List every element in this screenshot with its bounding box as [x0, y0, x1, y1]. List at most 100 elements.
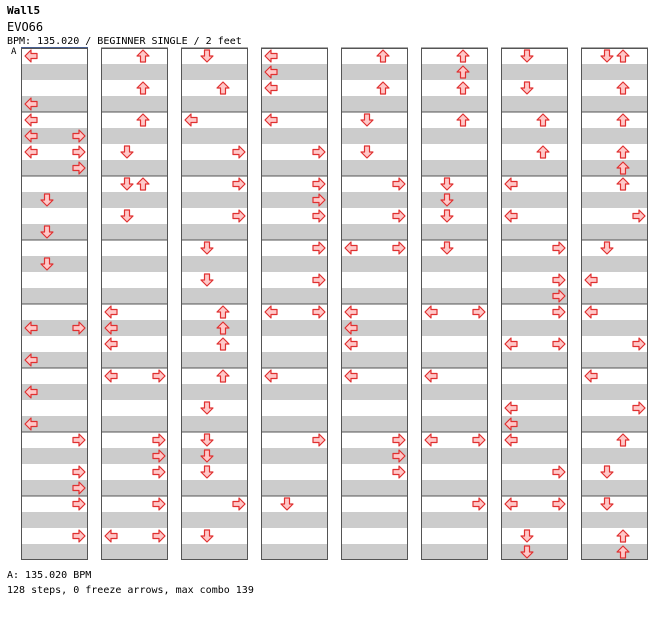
chart-info: BPM: 135.020 / BEGINNER SINGLE / 2 feet	[7, 36, 242, 47]
down-arrow-icon	[200, 273, 214, 287]
beat-stripe	[21, 416, 88, 432]
up-arrow-icon	[136, 177, 150, 191]
down-arrow-icon	[600, 49, 614, 63]
down-arrow-icon	[440, 209, 454, 223]
right-arrow-icon	[72, 129, 86, 143]
beat-stripe	[341, 320, 408, 336]
beat-stripe	[21, 480, 88, 496]
up-arrow-icon	[136, 81, 150, 95]
beat-stripe	[341, 384, 408, 400]
left-arrow-icon	[24, 49, 38, 63]
down-arrow-icon	[200, 49, 214, 63]
beat-stripe	[21, 128, 88, 144]
beat-stripe	[261, 128, 328, 144]
beat-stripe	[181, 128, 248, 144]
beat-stripe	[501, 544, 568, 560]
right-arrow-icon	[72, 145, 86, 159]
right-arrow-icon	[312, 193, 326, 207]
beat-stripe	[21, 192, 88, 208]
chart-column-border	[501, 48, 568, 560]
right-arrow-icon	[312, 145, 326, 159]
up-arrow-icon	[616, 545, 630, 559]
beat-stripe	[341, 512, 408, 528]
left-arrow-icon	[344, 369, 358, 383]
beat-stripe	[421, 256, 488, 272]
beat-stripe	[501, 256, 568, 272]
beat-stripe	[261, 288, 328, 304]
beat-stripe	[501, 416, 568, 432]
beat-stripe	[501, 192, 568, 208]
beat-stripe	[421, 128, 488, 144]
beat-stripe	[341, 64, 408, 80]
up-arrow-icon	[456, 49, 470, 63]
left-arrow-icon	[264, 81, 278, 95]
right-arrow-icon	[472, 497, 486, 511]
up-arrow-icon	[616, 529, 630, 543]
right-arrow-icon	[632, 337, 646, 351]
chart-column-border	[341, 48, 408, 560]
down-arrow-icon	[200, 241, 214, 255]
left-arrow-icon	[264, 369, 278, 383]
right-arrow-icon	[72, 161, 86, 175]
beat-stripe	[581, 512, 648, 528]
beat-stripe	[21, 448, 88, 464]
beat-stripe	[581, 160, 648, 176]
beat-stripe	[101, 64, 168, 80]
down-arrow-icon	[600, 241, 614, 255]
right-arrow-icon	[552, 337, 566, 351]
down-arrow-icon	[520, 529, 534, 543]
beat-stripe	[261, 544, 328, 560]
left-arrow-icon	[424, 305, 438, 319]
down-arrow-icon	[520, 49, 534, 63]
up-arrow-icon	[616, 113, 630, 127]
beat-stripe	[421, 480, 488, 496]
left-arrow-icon	[584, 273, 598, 287]
right-arrow-icon	[472, 433, 486, 447]
beat-stripe	[21, 256, 88, 272]
beat-stripe	[101, 320, 168, 336]
up-arrow-icon	[616, 177, 630, 191]
right-arrow-icon	[152, 529, 166, 543]
left-arrow-icon	[264, 65, 278, 79]
beat-stripe	[421, 288, 488, 304]
song-artist: EVO66	[7, 20, 44, 34]
beat-stripe	[101, 256, 168, 272]
down-arrow-icon	[200, 401, 214, 415]
beat-stripe	[101, 544, 168, 560]
right-arrow-icon	[152, 433, 166, 447]
up-arrow-icon	[616, 433, 630, 447]
chart-column-border	[21, 48, 88, 560]
beat-stripe	[261, 384, 328, 400]
beat-stripe	[101, 448, 168, 464]
up-arrow-icon	[216, 369, 230, 383]
bpm-summary: A: 135.020 BPM	[7, 570, 92, 581]
beat-stripe	[261, 448, 328, 464]
left-arrow-icon	[504, 417, 518, 431]
beat-stripe	[261, 224, 328, 240]
down-arrow-icon	[200, 433, 214, 447]
beat-stripe	[181, 224, 248, 240]
beat-stripe	[341, 544, 408, 560]
beat-stripe	[21, 160, 88, 176]
beat-stripe	[21, 288, 88, 304]
beat-stripe	[21, 384, 88, 400]
right-arrow-icon	[72, 529, 86, 543]
up-arrow-icon	[616, 145, 630, 159]
down-arrow-icon	[440, 177, 454, 191]
beat-stripe	[501, 448, 568, 464]
left-arrow-icon	[104, 369, 118, 383]
left-arrow-icon	[24, 385, 38, 399]
left-arrow-icon	[104, 305, 118, 319]
right-arrow-icon	[312, 177, 326, 191]
beat-stripe	[261, 512, 328, 528]
beat-stripe	[581, 96, 648, 112]
beat-stripe	[501, 512, 568, 528]
beat-stripe	[101, 416, 168, 432]
beat-stripe	[581, 256, 648, 272]
beat-stripe	[581, 192, 648, 208]
right-arrow-icon	[552, 497, 566, 511]
down-arrow-icon	[600, 497, 614, 511]
beat-stripe	[501, 224, 568, 240]
right-arrow-icon	[232, 497, 246, 511]
beat-stripe	[21, 64, 88, 80]
